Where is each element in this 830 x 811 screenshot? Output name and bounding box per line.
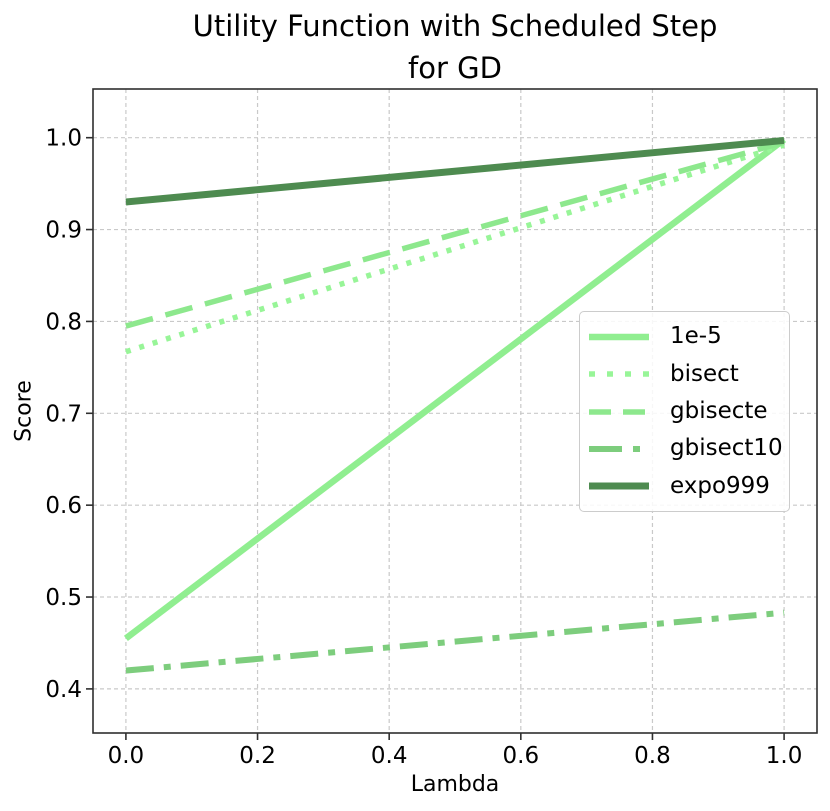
y-tick-label: 0.6 <box>45 493 82 519</box>
x-axis-label: Lambda <box>410 772 500 797</box>
legend-label: expo999 <box>670 472 770 499</box>
x-tick-label: 0.4 <box>371 743 408 769</box>
legend-swatch-solid-line <box>589 482 649 490</box>
legend-swatch-dashed-line <box>589 408 649 415</box>
legend-item-bisect: bisect <box>589 355 789 392</box>
plot-border <box>92 88 818 734</box>
y-tick-label: 0.8 <box>45 309 82 335</box>
y-tick-label: 0.5 <box>45 585 82 611</box>
legend-swatch-solid-line <box>589 333 649 340</box>
y-tick-label: 0.4 <box>45 677 82 703</box>
series-line-gbisecte <box>125 139 785 329</box>
x-tick-label: 0.0 <box>108 743 145 769</box>
legend-label: gbisecte <box>670 398 768 425</box>
legend: 1e-5 bisect gbisecte gbisect10 expo999 <box>579 311 790 512</box>
legend-swatch-dashdot-line <box>589 445 649 452</box>
chart-title: Utility Function with Scheduled Step for… <box>192 9 718 85</box>
series-line-expo999 <box>125 136 785 206</box>
legend-swatch-dotted-line <box>589 371 649 377</box>
legend-item-expo999: expo999 <box>589 468 789 505</box>
legend-item-gbisect10: gbisect10 <box>589 430 789 467</box>
legend-label: gbisect10 <box>670 435 783 462</box>
y-tick-label: 0.7 <box>45 401 82 427</box>
legend-item-1e-5: 1e-5 <box>589 318 789 355</box>
series-line-gbisect10 <box>125 609 785 674</box>
y-tick-label: 0.9 <box>45 218 82 244</box>
x-tick-label: 0.6 <box>503 743 540 769</box>
series-line-bisect <box>125 142 785 355</box>
x-tick-label: 1.0 <box>766 743 803 769</box>
legend-label: 1e-5 <box>670 323 722 350</box>
legend-item-gbisecte: gbisecte <box>589 393 789 430</box>
x-tick-label: 0.8 <box>634 743 671 769</box>
y-tick-label: 1.0 <box>45 126 82 152</box>
x-tick-label: 0.2 <box>239 743 276 769</box>
series-line-1e-5 <box>123 136 787 641</box>
legend-label: bisect <box>670 360 739 387</box>
